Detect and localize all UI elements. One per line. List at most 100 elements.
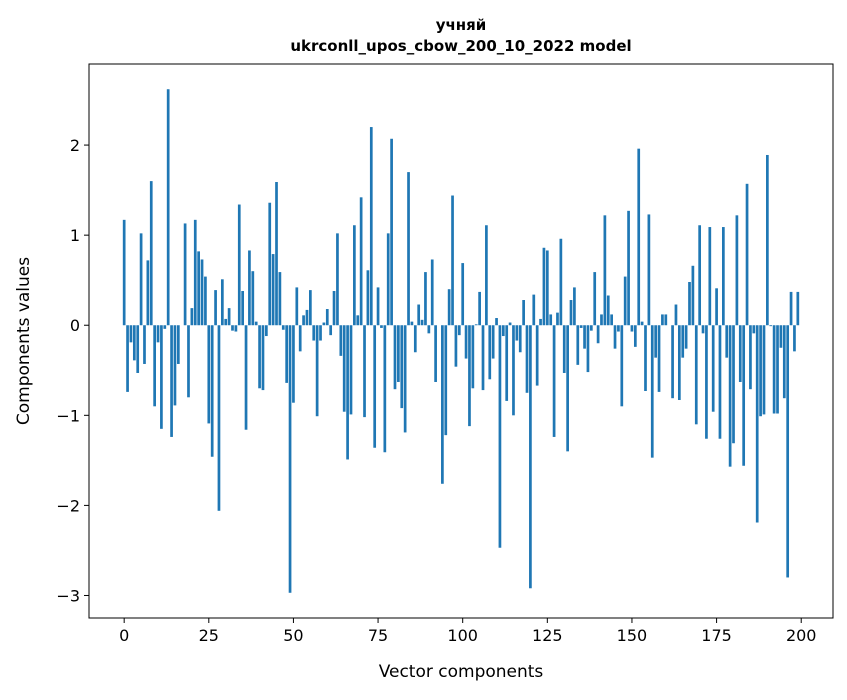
bar-180 xyxy=(732,325,735,444)
x-tick-label: 0 xyxy=(119,626,129,645)
bar-105 xyxy=(478,291,481,326)
bar-186 xyxy=(752,325,756,334)
bar-125 xyxy=(545,250,549,326)
bar-63 xyxy=(336,233,339,326)
bar-52 xyxy=(298,325,302,352)
bar-113 xyxy=(505,325,509,401)
bar-166 xyxy=(684,325,688,349)
x-axis-label: Vector components xyxy=(379,662,544,682)
bar-143 xyxy=(606,295,610,326)
bar-5 xyxy=(139,233,143,326)
bar-33 xyxy=(234,325,238,332)
bar-6 xyxy=(143,325,146,364)
bar-47 xyxy=(281,325,285,330)
bar-152 xyxy=(637,148,641,326)
bar-62 xyxy=(332,291,336,326)
bar-89 xyxy=(424,272,427,326)
bar-156 xyxy=(650,325,654,458)
bar-167 xyxy=(688,281,691,326)
bar-163 xyxy=(674,304,678,326)
bar-115 xyxy=(512,325,515,416)
bar-76 xyxy=(380,325,383,328)
bar-9 xyxy=(153,325,156,407)
bar-67 xyxy=(349,325,353,415)
bar-78 xyxy=(386,233,390,326)
bar-134 xyxy=(576,325,580,365)
bar-34 xyxy=(237,204,241,326)
bar-168 xyxy=(691,265,695,326)
x-tick-label: 200 xyxy=(786,626,817,645)
bar-98 xyxy=(454,325,458,367)
bar-91 xyxy=(430,259,434,326)
x-tick-label: 100 xyxy=(447,626,478,645)
bar-197 xyxy=(789,291,793,326)
bar-100 xyxy=(461,263,465,326)
bar-119 xyxy=(525,325,529,393)
bar-117 xyxy=(518,325,522,353)
bar-142 xyxy=(603,215,607,326)
bar-160 xyxy=(664,314,668,326)
bar-56 xyxy=(312,325,316,341)
bar-173 xyxy=(708,227,712,326)
bar-88 xyxy=(420,319,424,326)
bar-68 xyxy=(353,225,356,326)
bar-49 xyxy=(288,325,292,593)
bar-54 xyxy=(305,309,309,326)
bar-27 xyxy=(214,290,217,326)
bar-144 xyxy=(610,314,613,326)
bar-15 xyxy=(173,325,177,406)
bar-130 xyxy=(562,325,566,373)
bar-153 xyxy=(640,321,644,326)
bar-61 xyxy=(329,325,333,336)
bar-112 xyxy=(501,325,505,337)
bar-154 xyxy=(644,325,647,391)
y-tick-label: −1 xyxy=(56,406,80,425)
bar-14 xyxy=(170,325,173,437)
bar-26 xyxy=(210,325,214,457)
bar-159 xyxy=(661,314,664,326)
bar-72 xyxy=(366,270,370,326)
y-tick-label: 0 xyxy=(70,316,80,335)
x-tick-label: 75 xyxy=(368,626,388,645)
bar-170 xyxy=(698,225,702,326)
bar-64 xyxy=(339,325,343,356)
x-tick-label: 150 xyxy=(617,626,648,645)
bar-44 xyxy=(271,254,275,326)
bar-66 xyxy=(346,325,349,460)
bar-172 xyxy=(705,325,708,439)
bar-58 xyxy=(319,325,322,341)
bar-139 xyxy=(593,272,597,326)
bar-138 xyxy=(589,325,593,331)
bar-121 xyxy=(532,294,536,326)
bar-51 xyxy=(295,287,299,326)
bar-87 xyxy=(417,304,421,326)
bar-179 xyxy=(728,325,732,467)
bar-193 xyxy=(776,325,779,414)
bar-141 xyxy=(600,314,603,326)
bar-188 xyxy=(759,325,762,417)
bar-42 xyxy=(264,325,268,337)
bar-111 xyxy=(498,325,502,548)
bar-86 xyxy=(413,325,417,353)
bar-196 xyxy=(786,325,790,578)
bar-155 xyxy=(647,214,651,326)
bar-136 xyxy=(583,325,586,349)
bar-18 xyxy=(183,223,187,326)
bar-192 xyxy=(772,325,776,414)
bar-95 xyxy=(444,325,448,436)
x-tick-label: 25 xyxy=(199,626,219,645)
bar-177 xyxy=(721,227,725,326)
bar-137 xyxy=(586,325,590,373)
bar-71 xyxy=(363,325,366,418)
bar-65 xyxy=(342,325,346,412)
y-axis-label: Components values xyxy=(14,257,34,425)
bar-190 xyxy=(766,154,769,326)
bar-104 xyxy=(474,324,478,326)
bar-183 xyxy=(742,325,746,466)
bar-53 xyxy=(302,315,305,326)
bar-199 xyxy=(796,291,800,326)
bar-116 xyxy=(515,325,519,341)
bar-13 xyxy=(166,89,170,326)
bar-114 xyxy=(508,322,512,326)
bar-158 xyxy=(657,325,661,392)
